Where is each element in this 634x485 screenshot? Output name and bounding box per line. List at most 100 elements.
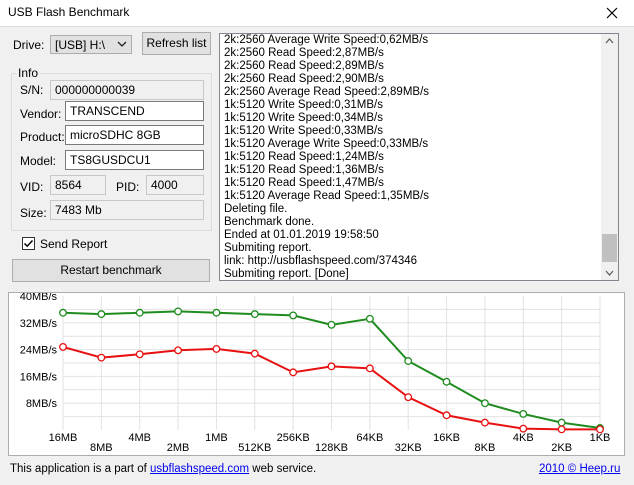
log-line: 2k:2560 Average Read Speed:2,89MB/s	[224, 86, 430, 98]
vid-label: VID:	[20, 180, 44, 194]
data-point	[289, 311, 298, 320]
scroll-up-icon[interactable]	[601, 34, 618, 48]
data-point	[442, 411, 451, 420]
chevron-down-icon	[117, 41, 127, 47]
y-tick-label: 16MB/s	[20, 371, 58, 383]
data-point	[557, 425, 566, 434]
log-line: 2k:2560 Read Speed:2,87MB/s	[224, 47, 384, 59]
y-tick-label: 8MB/s	[26, 398, 58, 410]
log-line: 1k:5120 Average Read Speed:1,35MB/s	[224, 190, 430, 202]
log-line: Submiting report.	[224, 242, 312, 254]
data-point	[519, 424, 528, 433]
product-label: Product:	[20, 130, 65, 144]
model-field[interactable]: TS8GUSDCU1	[65, 150, 204, 170]
log-scrollbar[interactable]	[601, 34, 618, 280]
footer-text-before: This application is a part of	[10, 463, 150, 475]
log-line: Submiting report. [Done]	[224, 268, 349, 280]
log-line: Benchmark done.	[224, 216, 315, 228]
sn-field: 000000000039	[50, 80, 204, 100]
data-point	[480, 418, 489, 427]
data-point	[442, 377, 451, 386]
pid-label: PID:	[116, 180, 140, 194]
speed-chart-svg: 40MB/s 32MB/s 24MB/s 16MB/s 8MB/s 16MB 8MB 4MB 2…	[20, 291, 611, 454]
sn-label: S/N:	[20, 83, 44, 97]
data-point	[480, 399, 489, 408]
log-line: Deleting file.	[224, 203, 288, 215]
vendor-label: Vendor:	[20, 107, 62, 121]
x-tick-label: 1KB	[590, 432, 611, 444]
send-report-checkbox[interactable]	[22, 237, 35, 250]
pid-field: 4000	[146, 175, 204, 195]
log-line: 1k:5120 Read Speed:1,47MB/s	[224, 177, 384, 189]
log-line: 2k:2560 Read Speed:2,89MB/s	[224, 60, 384, 72]
x-tick-label: 64KB	[356, 432, 383, 444]
data-point	[250, 349, 259, 358]
model-label: Model:	[20, 154, 57, 168]
vendor-field[interactable]: TRANSCEND	[65, 101, 204, 121]
checkmark-icon	[23, 239, 34, 248]
data-point	[250, 310, 259, 319]
speed-chart: 40MB/s 32MB/s 24MB/s 16MB/s 8MB/s 16MB 8MB 4MB 2…	[8, 291, 625, 456]
x-tick-label: 2KB	[551, 442, 572, 454]
drive-select[interactable]: [USB] H:\	[50, 35, 132, 54]
log-lines: 2k:2560 Average Write Speed:0,62MB/s 2k:…	[224, 34, 430, 280]
x-tick-label: 16KB	[433, 432, 460, 444]
restart-benchmark-button[interactable]: Restart benchmark	[12, 259, 210, 282]
vid-field: 8564	[50, 175, 106, 195]
y-tick-label: 32MB/s	[20, 318, 58, 330]
data-point	[327, 320, 336, 329]
drive-select-value: [USB] H:\	[55, 38, 106, 52]
x-tick-label: 32KB	[395, 442, 422, 454]
product-field[interactable]: microSDHC 8GB	[65, 125, 204, 145]
scroll-down-icon[interactable]	[601, 266, 618, 280]
footer-text-after: web service.	[249, 463, 317, 475]
size-label: Size:	[20, 206, 47, 220]
x-tick-label: 8MB	[90, 442, 113, 454]
log-line: 1k:5120 Read Speed:1,24MB/s	[224, 151, 384, 163]
x-tick-label: 128KB	[315, 442, 348, 454]
log-textbox[interactable]: 2k:2560 Average Write Speed:0,62MB/s 2k:…	[219, 33, 619, 281]
x-tick-label: 16MB	[49, 432, 78, 444]
log-line: 1k:5120 Write Speed:0,31MB/s	[224, 99, 383, 111]
log-line: 1k:5120 Write Speed:0,33MB/s	[224, 125, 383, 137]
close-button[interactable]	[590, 0, 634, 26]
data-point	[97, 310, 106, 319]
x-tick-label: 256KB	[277, 432, 310, 444]
usbflashspeed-link[interactable]: usbflashspeed.com	[150, 463, 250, 475]
scrollbar-thumb[interactable]	[602, 234, 617, 262]
log-line: Ended at 01.01.2019 19:58:50	[224, 229, 379, 241]
data-point	[135, 350, 144, 359]
data-point	[174, 307, 183, 316]
data-point	[404, 393, 413, 402]
log-line: link: http://usbflashspeed.com/374346	[224, 255, 418, 267]
drive-label: Drive:	[13, 38, 45, 52]
heep-link[interactable]: 2010 © Heep.ru	[539, 463, 621, 475]
info-group-title: Info	[16, 66, 41, 80]
x-tick-label: 8KB	[475, 442, 496, 454]
data-point	[289, 368, 298, 377]
data-point	[59, 308, 67, 317]
refresh-list-button[interactable]: Refresh list	[142, 32, 211, 55]
x-tick-label: 1MB	[205, 432, 228, 444]
data-point	[212, 344, 221, 353]
send-report-label: Send Report	[40, 237, 108, 251]
log-line: 1k:5120 Write Speed:0,34MB/s	[224, 112, 383, 124]
data-point	[97, 353, 106, 362]
info-group	[11, 73, 212, 231]
y-tick-label: 24MB/s	[20, 345, 58, 357]
log-line: 2k:2560 Average Write Speed:0,62MB/s	[224, 34, 429, 46]
x-tick-label: 512KB	[238, 442, 271, 454]
data-point	[557, 418, 566, 427]
close-icon	[606, 7, 618, 19]
data-point	[519, 409, 528, 418]
x-tick-label: 4MB	[128, 432, 151, 444]
data-point	[365, 314, 374, 323]
log-line: 1k:5120 Average Write Speed:0,33MB/s	[224, 138, 429, 150]
log-line: 2k:2560 Read Speed:2,90MB/s	[224, 73, 384, 85]
footer-text: This application is a part of usbflashsp…	[10, 463, 316, 475]
data-point	[174, 346, 183, 355]
x-tick-label: 4KB	[513, 432, 534, 444]
title-bar: USB Flash Benchmark	[0, 0, 634, 27]
y-tick-label: 40MB/s	[20, 293, 58, 303]
data-point	[365, 364, 374, 373]
